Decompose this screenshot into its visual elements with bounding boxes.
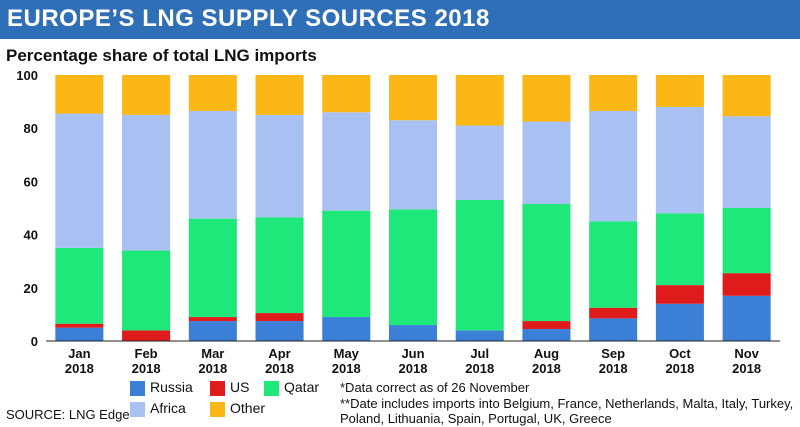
- bar-us-nov: [722, 273, 771, 296]
- bar-russia-aug: [522, 329, 571, 341]
- chart-title: EUROPE’S LNG SUPPLY SOURCES 2018: [7, 5, 490, 32]
- y-tick-label: 60: [24, 174, 38, 189]
- bar-us-jan: [55, 323, 104, 328]
- bar-other-sep: [589, 75, 638, 111]
- countries-note-line1: **Date includes imports into Belgium, Fr…: [340, 396, 794, 411]
- y-tick-label: 20: [24, 281, 38, 296]
- x-tick-label-year: 2018: [65, 361, 94, 376]
- x-tick-label-month: Jan: [68, 346, 90, 361]
- legend-swatch-qatar: [264, 381, 279, 396]
- bar-us-aug: [522, 321, 571, 330]
- bar-other-mar: [188, 75, 237, 111]
- bar-russia-jun: [388, 325, 438, 341]
- bar-africa-nov: [722, 116, 771, 208]
- x-tick-label-month: May: [334, 346, 360, 361]
- chart-subtitle: Percentage share of total LNG imports: [6, 46, 317, 65]
- bar-africa-oct: [655, 106, 704, 214]
- x-tick-label-month: Apr: [268, 346, 290, 361]
- bar-us-apr: [255, 313, 304, 322]
- x-tick-label-year: 2018: [465, 361, 494, 376]
- x-tick-label-month: Mar: [201, 346, 224, 361]
- x-tick-label-month: Jul: [470, 346, 489, 361]
- x-tick-label-month: Oct: [669, 346, 691, 361]
- legend-swatch-us: [210, 381, 225, 396]
- x-tick-label-month: Feb: [135, 346, 158, 361]
- bar-qatar-jun: [388, 209, 438, 326]
- bar-other-feb: [122, 75, 171, 115]
- bar-africa-apr: [255, 114, 304, 218]
- countries-note-line2: Poland, Lithuania, Spain, Portugal, UK, …: [340, 411, 612, 426]
- x-tick-label-year: 2018: [198, 361, 227, 376]
- x-tick-label-year: 2018: [732, 361, 761, 376]
- bar-qatar-sep: [589, 221, 638, 308]
- bar-qatar-feb: [122, 250, 171, 331]
- title-bar: EUROPE’S LNG SUPPLY SOURCES 2018: [0, 0, 800, 39]
- x-tick-label-year: 2018: [265, 361, 294, 376]
- bar-africa-sep: [589, 110, 638, 222]
- bar-russia-apr: [255, 321, 304, 341]
- y-tick-label: 0: [31, 334, 38, 349]
- bar-qatar-mar: [188, 218, 237, 318]
- bar-africa-mar: [188, 110, 237, 219]
- y-tick-label: 40: [24, 228, 38, 243]
- bar-russia-oct: [655, 303, 704, 341]
- bar-russia-jan: [55, 327, 104, 341]
- bar-russia-mar: [188, 321, 237, 341]
- x-tick-label-month: Aug: [534, 346, 559, 361]
- legend-label-russia: Russia: [150, 379, 193, 395]
- bar-africa-may: [322, 112, 371, 211]
- bar-us-feb: [122, 330, 171, 341]
- bar-africa-jan: [55, 113, 104, 248]
- bar-us-sep: [589, 307, 638, 319]
- bar-russia-may: [322, 317, 371, 341]
- y-tick-label: 80: [24, 121, 38, 136]
- data-note: *Data correct as of 26 November: [340, 380, 530, 395]
- x-tick-label-year: 2018: [665, 361, 694, 376]
- bar-qatar-jul: [455, 200, 504, 331]
- bar-africa-jun: [388, 120, 438, 210]
- legend-label-us: US: [230, 379, 250, 395]
- bar-qatar-nov: [722, 208, 771, 274]
- bar-other-jan: [55, 75, 104, 114]
- y-tick-label: 100: [16, 68, 38, 83]
- bar-us-mar: [188, 317, 237, 322]
- bar-other-oct: [655, 75, 704, 107]
- x-tick-label-year: 2018: [399, 361, 428, 376]
- bar-other-jun: [388, 75, 438, 121]
- x-tick-label-month: Sep: [601, 346, 625, 361]
- legend-label-other: Other: [230, 400, 266, 416]
- bar-qatar-may: [322, 210, 371, 318]
- bar-other-jul: [455, 75, 504, 126]
- x-tick-label-year: 2018: [599, 361, 628, 376]
- bar-qatar-oct: [655, 213, 704, 286]
- x-tick-label-month: Nov: [734, 346, 759, 361]
- bar-other-aug: [522, 75, 571, 122]
- bar-russia-jul: [455, 330, 504, 341]
- bar-qatar-jan: [55, 247, 104, 324]
- bar-us-oct: [655, 285, 704, 304]
- bar-other-apr: [255, 75, 304, 115]
- source-label: SOURCE: LNG Edge: [6, 407, 130, 422]
- bar-russia-sep: [589, 318, 638, 341]
- legend-label-africa: Africa: [150, 400, 186, 416]
- x-tick-label-month: Jun: [401, 346, 424, 361]
- bar-other-may: [322, 75, 371, 113]
- x-tick-label-year: 2018: [132, 361, 161, 376]
- legend-swatch-africa: [130, 402, 145, 417]
- x-tick-label-year: 2018: [332, 361, 361, 376]
- bar-africa-aug: [522, 121, 571, 205]
- bar-qatar-apr: [255, 217, 304, 314]
- bar-qatar-aug: [522, 204, 571, 322]
- x-tick-label-year: 2018: [532, 361, 561, 376]
- legend-label-qatar: Qatar: [284, 379, 320, 395]
- bar-africa-feb: [122, 114, 171, 251]
- bar-russia-nov: [722, 295, 771, 341]
- bar-africa-jul: [455, 125, 504, 201]
- bar-other-nov: [722, 75, 771, 117]
- legend-swatch-russia: [130, 381, 145, 396]
- legend-swatch-other: [210, 402, 225, 417]
